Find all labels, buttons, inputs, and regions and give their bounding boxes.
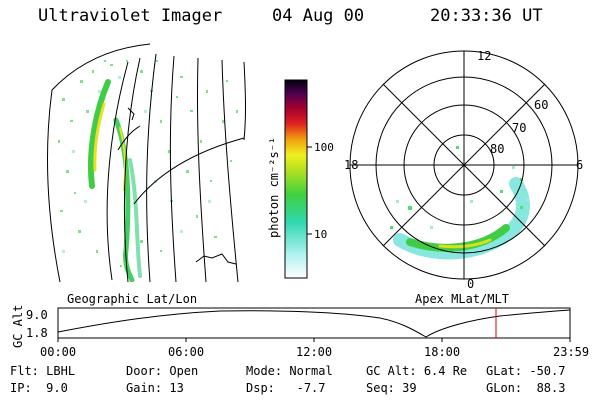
aurora-speckle-left xyxy=(58,60,238,282)
dsp-readout: Dsp: -7.7 xyxy=(246,381,326,395)
glat-readout: GLat: -50.7 xyxy=(486,364,566,378)
mlt-label-18: 18 xyxy=(344,158,358,172)
filter-readout: Flt: LBHL xyxy=(10,364,76,378)
gc-alt-readout: GC Alt: 6.4 Re xyxy=(366,364,468,378)
altitude-ytick-bottom: 1.8 xyxy=(26,326,48,340)
door-value: Open xyxy=(169,364,199,378)
filter-value: LBHL xyxy=(46,364,76,378)
date-label: 04 Aug 00 xyxy=(272,6,365,26)
glon-value: 88.3 xyxy=(536,381,566,395)
altitude-axis-title: GC Alt xyxy=(11,305,25,348)
mlat-label-80: 80 xyxy=(490,142,504,156)
dsp-value: -7.7 xyxy=(296,381,326,395)
glat-value: -50.7 xyxy=(529,364,566,378)
altitude-plot: Geographic Lat/Lon Apex MLat/MLT GC Alt … xyxy=(11,292,589,359)
polar-plot: 12 18 6 0 60 70 80 xyxy=(344,49,583,291)
altitude-ytick-top: 9.0 xyxy=(26,308,48,322)
mlt-label-0: 0 xyxy=(467,277,474,291)
gc-alt-value: 6.4 Re xyxy=(423,364,468,378)
colorbar-tick-10: 10 xyxy=(314,228,327,241)
altitude-xtick-1800: 18:00 xyxy=(424,345,460,359)
altitude-xtick-0000: 00:00 xyxy=(40,345,76,359)
ip-readout: IP: 9.0 xyxy=(10,381,68,395)
altitude-xtick-2359: 23:59 xyxy=(553,345,589,359)
altitude-curve xyxy=(57,309,571,338)
altitude-xtick-0600: 06:00 xyxy=(168,345,204,359)
door-readout: Door: Open xyxy=(126,364,199,378)
mlat-label-70: 70 xyxy=(512,121,526,135)
right-panel-label: Apex MLat/MLT xyxy=(415,292,509,306)
glon-readout: GLon: 88.3 xyxy=(486,381,566,395)
time-label: 20:33:36 UT xyxy=(430,6,543,26)
instrument-title: Ultraviolet Imager xyxy=(38,6,223,26)
mlat-label-60: 60 xyxy=(534,98,548,112)
mlt-label-6: 6 xyxy=(576,158,583,172)
altitude-xtick-1200: 12:00 xyxy=(296,345,332,359)
mlt-label-12: 12 xyxy=(477,49,491,63)
left-panel-label: Geographic Lat/Lon xyxy=(67,292,197,306)
seq-value: 39 xyxy=(402,381,417,395)
polar-grid xyxy=(349,50,579,280)
aurora-oval-polar xyxy=(390,146,530,260)
colorbar-unit-label: photon cm⁻²s⁻¹ xyxy=(267,137,281,238)
geographic-grid xyxy=(47,43,246,283)
colorbar-tick-100: 100 xyxy=(314,141,334,154)
gain-value: 13 xyxy=(169,381,184,395)
geographic-map xyxy=(47,43,246,283)
gain-readout: Gain: 13 xyxy=(126,381,184,395)
colorbar-scale xyxy=(284,79,308,279)
mode-value: Normal xyxy=(289,364,333,378)
colorbar: 100 10 photon cm⁻²s⁻¹ xyxy=(267,79,334,279)
ip-value: 9.0 xyxy=(46,381,68,395)
mode-readout: Mode: Normal xyxy=(246,364,333,378)
seq-readout: Seq: 39 xyxy=(366,381,417,395)
